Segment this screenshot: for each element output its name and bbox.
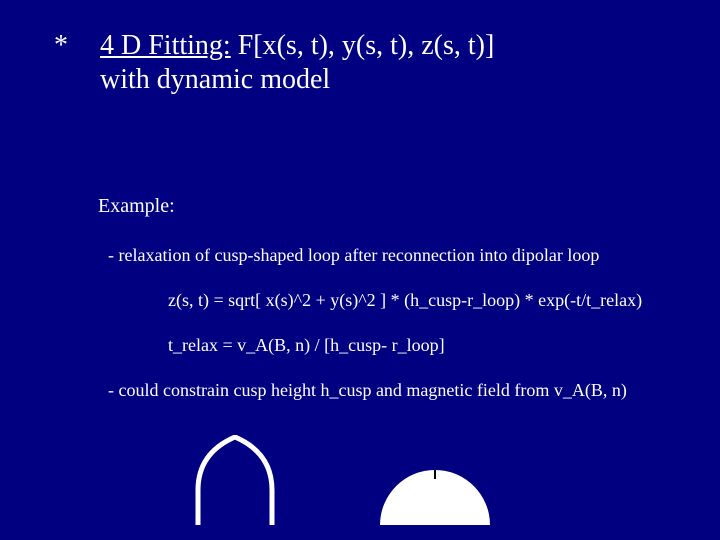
body-line-3: - could constrain cusp height h_cusp and… — [108, 380, 627, 401]
body-line-2: t_relax = v_A(B, n) / [h_cusp- r_loop] — [168, 335, 445, 356]
title-line-2: with dynamic model — [100, 64, 330, 96]
loop-shapes — [190, 435, 530, 530]
body-line-0: - relaxation of cusp-shaped loop after r… — [108, 245, 599, 266]
title-rest-part: F[x(s, t), y(s, t), z(s, t)] — [231, 30, 495, 61]
title-line-1: 4 D Fitting: F[x(s, t), y(s, t), z(s, t)… — [100, 30, 494, 62]
body-line-1: z(s, t) = sqrt[ x(s)^2 + y(s)^2 ] * (h_c… — [168, 290, 642, 311]
slide-root: * 4 D Fitting: F[x(s, t), y(s, t), z(s, … — [0, 0, 720, 540]
loop-shapes-svg — [190, 435, 530, 530]
cusp-loop-icon — [198, 437, 272, 525]
example-label: Example: — [98, 195, 175, 218]
bullet-asterisk: * — [54, 30, 68, 62]
title-underlined-part: 4 D Fitting: — [100, 30, 231, 61]
